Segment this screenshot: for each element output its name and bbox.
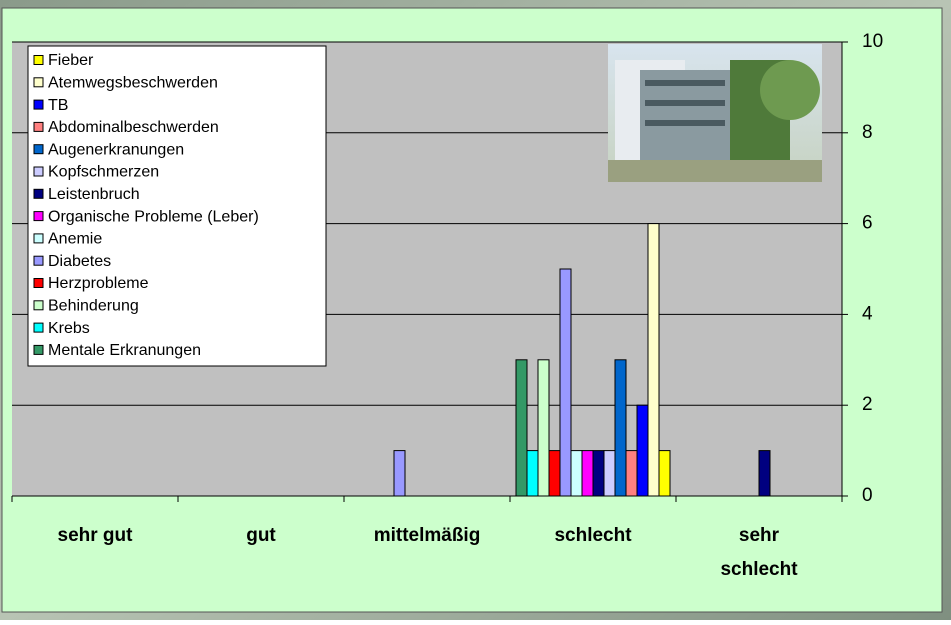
legend-label: Mentale Erkranungen xyxy=(48,342,201,359)
bar xyxy=(758,450,771,497)
legend-label: Organische Probleme (Leber) xyxy=(48,208,259,225)
legend-swatch xyxy=(33,278,44,288)
y-tick-label: 6 xyxy=(862,213,873,234)
legend-label: Kopfschmerzen xyxy=(48,164,159,181)
legend-box xyxy=(27,45,327,367)
legend: Fieber Atemwegsbeschwerden TB Abdominalbesc… xyxy=(27,45,327,367)
x-tick-label: gut xyxy=(246,525,276,546)
legend-swatch xyxy=(33,322,44,333)
bar xyxy=(592,450,605,497)
legend-label: Leistenbruch xyxy=(48,186,140,203)
bar xyxy=(658,450,671,497)
x-tick-label: mittelmäßig xyxy=(374,525,481,546)
legend-swatch xyxy=(33,255,44,266)
bar xyxy=(636,404,649,497)
legend-label: Abdominalbeschwerden xyxy=(48,119,219,136)
legend-label: Behinderung xyxy=(48,298,139,315)
legend-label: Fieber xyxy=(48,52,94,69)
legend-swatch xyxy=(33,166,44,177)
bar xyxy=(548,450,561,497)
legend-label: Diabetes xyxy=(48,253,111,270)
legend-swatch xyxy=(33,188,44,199)
x-tick-label: sehr gut xyxy=(58,525,134,546)
y-tick-label: 2 xyxy=(862,394,873,415)
bar xyxy=(581,450,594,497)
bar xyxy=(603,450,616,497)
legend-swatch xyxy=(33,99,44,110)
legend-swatch xyxy=(33,211,44,222)
bar xyxy=(614,359,627,497)
legend-label: Anemie xyxy=(48,231,102,248)
legend-label: Atemwegsbeschwerden xyxy=(48,75,218,92)
legend-swatch xyxy=(33,144,44,155)
y-tick-label: 10 xyxy=(862,31,883,52)
bar xyxy=(647,223,660,497)
x-tick-label: schlecht xyxy=(554,525,632,546)
legend-swatch xyxy=(33,233,44,244)
y-tick-label: 4 xyxy=(862,303,873,324)
photo xyxy=(608,44,822,182)
legend-swatch xyxy=(33,77,44,88)
y-tick-label: 0 xyxy=(862,485,873,506)
bar xyxy=(526,450,539,497)
legend-swatch xyxy=(33,121,44,132)
bar xyxy=(570,450,583,497)
legend-swatch xyxy=(33,344,44,355)
bar xyxy=(515,359,528,497)
legend-label: Herzprobleme xyxy=(48,275,149,292)
x-tick-label: sehr schlecht xyxy=(720,525,798,580)
legend-label: TB xyxy=(48,97,68,114)
legend-swatch xyxy=(33,55,44,65)
legend-label: Augenerkranungen xyxy=(48,141,184,158)
bar xyxy=(393,450,406,497)
legend-label: Krebs xyxy=(48,320,90,337)
bar xyxy=(625,450,638,497)
bar xyxy=(559,268,572,497)
bar xyxy=(537,359,550,497)
y-tick-label: 8 xyxy=(862,122,873,143)
legend-swatch xyxy=(33,300,44,311)
